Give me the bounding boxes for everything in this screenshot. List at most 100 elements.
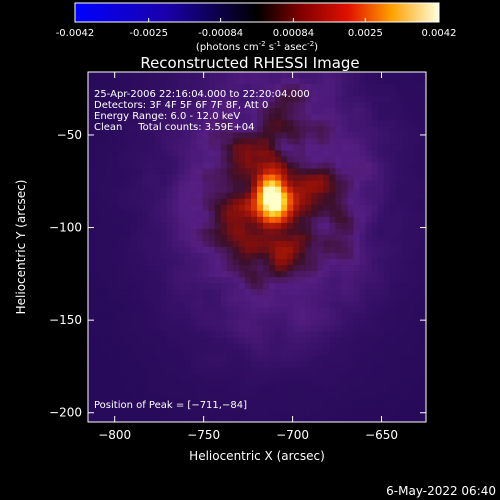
heatmap-cell [263,84,270,91]
heatmap-cell [353,385,361,393]
heatmap-cell [142,120,149,127]
heatmap-cell [281,168,288,176]
heatmap-cell [371,84,379,91]
heatmap-cell [353,379,361,387]
heatmap-cell [100,415,107,422]
heatmap-cell [220,307,228,314]
heatmap-cell [118,295,125,302]
heatmap-cell [317,361,324,369]
heatmap-cell [118,403,125,411]
heatmap-cell [202,114,210,121]
heatmap-cell [281,361,288,369]
heatmap-cell [148,156,155,164]
heatmap-cell [293,102,300,109]
heatmap-cell [106,162,113,170]
heatmap-cell [94,313,101,321]
heatmap-cell [371,331,379,339]
heatmap-cell [160,150,168,158]
heatmap-cell [365,186,373,194]
heatmap-cell [353,319,361,327]
heatmap-cell [269,240,276,248]
heatmap-cell [305,397,312,405]
heatmap-cell [124,228,131,236]
heatmap-cell [220,397,228,405]
heatmap-cell [208,216,216,224]
heatmap-cell [383,397,391,405]
heatmap-cell [154,283,162,290]
heatmap-cell [293,180,300,188]
heatmap-cell [305,174,312,182]
heatmap-cell [317,325,324,333]
heatmap-cell [88,144,95,152]
heatmap-cell [94,114,101,121]
heatmap-cell [341,385,349,393]
heatmap-cell [124,289,131,296]
heatmap-cell [419,138,426,146]
heatmap-cell [88,313,95,321]
heatmap-cell [214,391,222,399]
heatmap-cell [208,247,216,254]
heatmap-cell [184,192,192,200]
heatmap-cell [305,90,312,97]
heatmap-cell [172,156,180,164]
heatmap-cell [281,307,288,314]
heatmap-cell [244,349,252,357]
heatmap-cell [238,277,246,284]
heatmap-cell [311,210,318,218]
heatmap-cell [220,325,228,333]
heatmap-cell [329,337,337,345]
heatmap-cell [413,78,421,85]
heatmap-cell [202,265,210,272]
heatmap-cell [112,379,119,387]
heatmap-cell [94,102,101,109]
heatmap-cell [142,247,149,254]
heatmap-cell [269,355,276,363]
heatmap-cell [287,403,294,411]
heatmap-cell [377,78,385,85]
heatmap-cell [377,96,385,103]
heatmap-cell [88,397,95,405]
heatmap-cell [94,222,101,230]
heatmap-cell [329,126,337,133]
heatmap-cell [196,331,204,339]
heatmap-cell [232,349,240,357]
heatmap-cell [257,174,264,182]
heatmap-cell [166,289,174,296]
heatmap-cell [208,156,216,164]
heatmap-cell [413,253,421,260]
heatmap-cell [341,259,349,266]
heatmap-cell [365,367,373,375]
heatmap-cell [142,313,149,321]
heatmap-cell [148,289,155,296]
heatmap-cell [305,228,312,236]
heatmap-cell [311,343,318,351]
heatmap-cell [299,132,306,139]
heatmap-cell [202,403,210,411]
heatmap-cell [263,415,270,422]
heatmap-cell [142,138,149,146]
heatmap-cell [359,319,367,327]
heatmap-cell [323,210,331,218]
heatmap-cell [220,84,228,91]
heatmap-cell [178,180,186,188]
heatmap-cell [118,84,125,91]
heatmap-cell [244,162,252,170]
heatmap-cell [353,367,361,375]
heatmap-cell [166,222,174,230]
heatmap-cell [335,373,343,381]
heatmap-cell [377,313,385,321]
heatmap-cell [377,150,385,158]
heatmap-cell [395,325,403,333]
heatmap-cell [401,325,409,333]
heatmap-cell [208,403,216,411]
heatmap-cell [148,162,155,170]
heatmap-cell [413,102,421,109]
heatmap-cell [184,259,192,266]
heatmap-cell [401,108,409,115]
heatmap-cell [160,96,168,103]
heatmap-cell [244,174,252,182]
heatmap-cell [172,331,180,339]
heatmap-cell [118,277,125,284]
heatmap-cell [214,265,222,272]
heatmap-cell [94,385,101,393]
